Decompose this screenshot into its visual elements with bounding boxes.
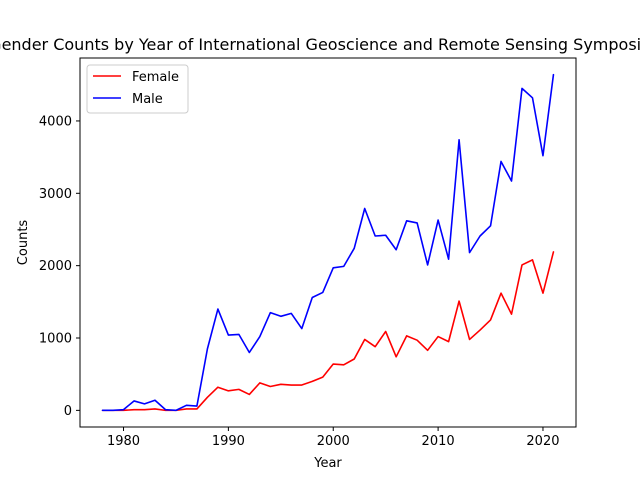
x-tick-label: 2010 bbox=[422, 434, 455, 449]
x-axis-label: Year bbox=[313, 456, 342, 471]
legend-label-male: Male bbox=[132, 92, 163, 107]
chart-title: Gender Counts by Year of International G… bbox=[0, 35, 640, 54]
y-tick-label: 2000 bbox=[39, 259, 72, 274]
series-line-male bbox=[101, 73, 555, 412]
y-tick-label: 1000 bbox=[39, 332, 72, 347]
x-tick-label: 1980 bbox=[107, 434, 140, 449]
axes-frame bbox=[79, 57, 577, 428]
x-tick-label: 2020 bbox=[526, 434, 559, 449]
y-tick-label: 0 bbox=[64, 404, 72, 419]
legend-box bbox=[86, 64, 189, 114]
plot-area bbox=[79, 57, 577, 428]
x-tick-label: 1990 bbox=[212, 434, 245, 449]
series-lines bbox=[101, 73, 555, 412]
x-tick-label: 2000 bbox=[317, 434, 350, 449]
legend: Female Male bbox=[86, 64, 189, 114]
x-axis: 1980 1990 2000 2010 2020 bbox=[107, 427, 560, 449]
y-axis-label: Counts bbox=[16, 220, 31, 266]
y-tick-label: 4000 bbox=[39, 114, 72, 129]
y-tick-label: 3000 bbox=[39, 187, 72, 202]
legend-label-female: Female bbox=[132, 70, 179, 85]
y-axis: 0 1000 2000 3000 4000 bbox=[39, 114, 80, 419]
